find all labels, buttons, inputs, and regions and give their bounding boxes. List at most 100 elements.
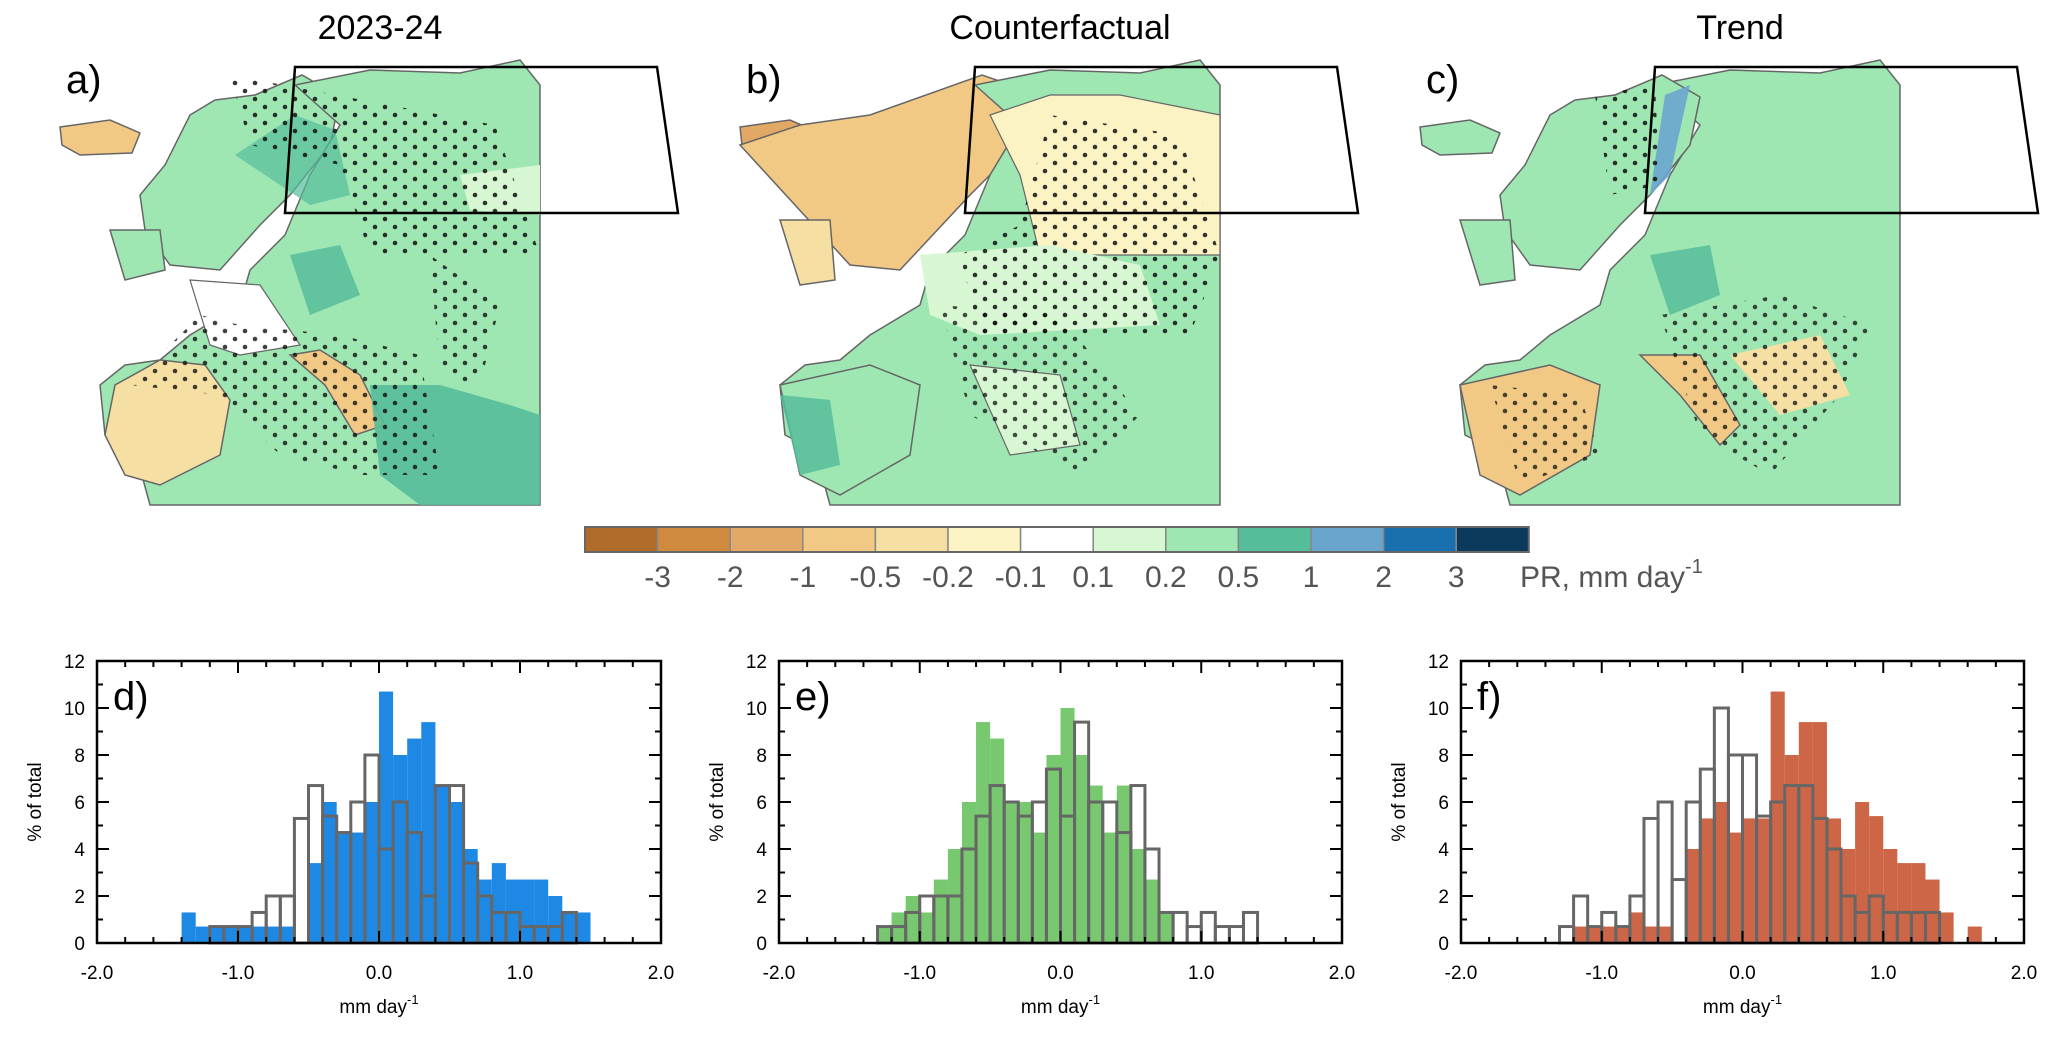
hist-y-tick-label: 8 [756,746,767,767]
map-a-panel-label: a) [66,58,102,102]
hist-y-tick-label: 8 [74,746,85,767]
hist-outline-bar [1171,910,1189,945]
hist-filled-bar [238,926,253,943]
hist-filled-bar [1060,708,1075,943]
hist-x-tick-label: -2.0 [1445,963,1478,984]
hist-y-tick-label: 6 [756,793,767,814]
hist-filled-bar [393,755,408,943]
colorbar-tick-label: -1 [789,561,816,594]
hist-filled-bar [1116,785,1131,943]
hist-y-tick-label: 12 [1428,652,1449,673]
hist-filled-bar [407,738,422,943]
hist-x-axis-label: mm day-1 [1703,992,1782,1018]
colorbar-box [1237,526,1312,553]
hist-filled-bar [209,926,224,943]
hist-y-tick-label: 12 [64,652,85,673]
hist-filled-bar [280,926,295,943]
hist-filled-bar [562,912,577,943]
colorbar-box [802,526,877,553]
hist-panel-label: e) [795,675,831,719]
hist-y-tick-label: 0 [756,934,767,955]
hist-x-tick-label: 0.0 [366,963,392,984]
hist-filled-bar [1130,849,1145,943]
hist-filled-bar [1826,818,1842,943]
hist-x-tick-label: 0.0 [1729,963,1755,984]
hist-x-tick-label: -1.0 [903,963,936,984]
colorbar-box [656,526,731,553]
hist-filled-bar [1728,832,1743,943]
map-c-title: Trend [1696,9,1784,47]
hist-filled-bar [1004,802,1019,943]
hist-y-tick-label: 10 [64,699,85,720]
hist-y-tick-label: 12 [746,652,767,673]
hist-x-tick-label: -2.0 [81,963,114,984]
hist-filled-bar [195,926,210,943]
hist-filled-bar [1615,926,1630,943]
hist-y-tick-label: 2 [74,887,85,908]
colorbar-box [1092,526,1167,553]
hist-filled-bar [1784,755,1799,943]
colorbar-box [584,526,659,553]
hist-filled-bar [1018,802,1033,943]
hist-y-tick-label: 10 [746,699,767,720]
map-a-title: 2023-24 [318,9,443,47]
hist-filled-bar [266,926,281,943]
hist-filled-bar [1883,849,1898,943]
hist-filled-bar [1587,926,1602,943]
map-panel-a: a) 2023-24 [59,9,680,506]
colorbar-tick-label: -0.2 [922,561,974,594]
colorbar-tick-label: 0.5 [1218,561,1260,594]
hist-filled-bar [435,785,450,943]
colorbar-tick-label: -0.5 [850,561,902,594]
hist-outline-bar [1199,910,1217,945]
hist-filled-bar [1855,802,1870,943]
colorbar-tick-label: 3 [1448,561,1465,594]
hist-filled-bar [322,802,337,943]
histogram-panel-e: -2.0 -1.0 0.0 1.0 2.0 0 2 4 6 8 10 12 e) mm day-1 % of… [707,652,1355,1018]
hist-filled-bar [905,896,920,943]
map-panel-c: c) Trend [1419,9,2040,506]
hist-x-tick-label: -1.0 [222,963,255,984]
hist-filled-bar [1102,832,1117,943]
hist-outline-bar [1656,800,1674,945]
hist-filled-bar [1742,818,1757,943]
hist-filled-bar [1159,912,1174,943]
hist-outline-bar [1558,925,1576,945]
colorbar-box [1455,526,1530,553]
colorbar-box [874,526,949,553]
hist-filled-bar [1869,816,1884,943]
hist-filled-bar [961,802,977,943]
hist-y-axis-label: % of total [707,762,728,841]
hist-x-tick-label: 2.0 [648,963,674,984]
colorbar-tick-label: 2 [1375,561,1392,594]
hist-filled-bar [1812,722,1827,943]
hist-filled-bar [1643,926,1659,943]
hist-filled-bar [1046,755,1061,943]
hist-filled-bar [1573,926,1588,943]
hist-y-tick-label: 0 [1438,934,1449,955]
hist-x-tick-label: 1.0 [507,963,533,984]
hist-filled-bar [463,849,478,943]
hist-y-tick-label: 2 [756,887,767,908]
hist-filled-bar [181,912,196,943]
hist-x-tick-label: -2.0 [763,963,796,984]
colorbar-unit-label: PR, mm day-1 [1520,556,1703,594]
hist-filled-bar [1911,863,1926,943]
hist-filled-bar [1714,802,1729,943]
hist-filled-bar [1798,722,1813,943]
map-b-panel-label: b) [746,58,782,102]
colorbar-tick-labels: -3 -2 -1 -0.5 -0.2 -0.1 0.1 0.2 0.5 1 2 3 [644,561,1464,594]
hist-x-axis-label: mm day-1 [339,992,418,1018]
hist-filled-bar [491,863,506,943]
hist-filled-bar [1897,863,1912,943]
hist-filled-bar [1088,785,1103,943]
hist-y-tick-label: 4 [74,840,85,861]
hist-y-tick-label: 6 [1438,793,1449,814]
hist-filled-bar [1939,912,1954,943]
hist-filled-bar [520,879,535,943]
hist-filled-bar [379,691,394,943]
hist-filled-bar [252,926,267,943]
hist-panel-label: f) [1477,675,1501,719]
hist-x-axis-label: mm day-1 [1021,992,1100,1018]
